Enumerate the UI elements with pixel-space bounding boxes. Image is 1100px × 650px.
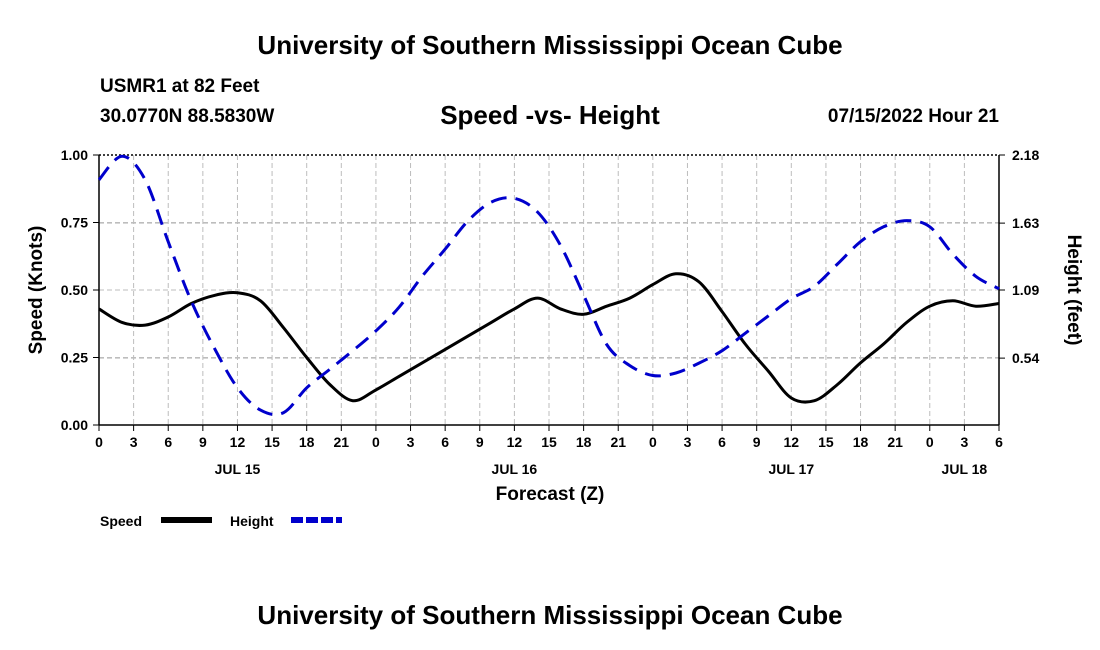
x-tick-label: 15 — [264, 434, 280, 450]
x-tick-label: 9 — [753, 434, 761, 450]
x-tick-label: 0 — [926, 434, 934, 450]
legend-label-height: Height — [230, 513, 274, 529]
y2-axis-title: Height (feet) — [1063, 235, 1084, 346]
x-tick-label: 15 — [818, 434, 834, 450]
x-tick-label: 0 — [95, 434, 103, 450]
x-axis-title: Forecast (Z) — [496, 484, 605, 505]
x-tick-label: 6 — [995, 434, 1003, 450]
x-tick-label: 12 — [507, 434, 523, 450]
y2-tick-label: 1.63 — [1012, 215, 1039, 231]
y2-tick-label: 2.18 — [1012, 147, 1039, 163]
date-label: JUL 16 — [492, 461, 538, 477]
x-tick-label: 21 — [610, 434, 626, 450]
station-label: USMR1 at 82 Feet — [100, 76, 260, 97]
x-tick-label: 12 — [230, 434, 246, 450]
x-tick-label: 18 — [576, 434, 592, 450]
y2-tick-label: 0.54 — [1012, 350, 1039, 366]
y-tick-label: 1.00 — [61, 147, 88, 163]
x-tick-label: 0 — [649, 434, 657, 450]
x-tick-label: 12 — [784, 434, 800, 450]
series-line-speed — [98, 272, 1000, 404]
x-tick-label: 18 — [853, 434, 869, 450]
footer-title: University of Southern Mississippi Ocean… — [257, 600, 843, 630]
coordinates-label: 30.0770N 88.5830W — [100, 106, 275, 127]
x-tick-label: 3 — [960, 434, 968, 450]
x-tick-label: 3 — [130, 434, 138, 450]
series-line-height — [97, 154, 1000, 417]
chart-subtitle: Speed -vs- Height — [440, 100, 660, 130]
y-tick-label: 0.00 — [61, 417, 88, 433]
chart-title: University of Southern Mississippi Ocean… — [257, 30, 843, 60]
x-tick-label: 6 — [718, 434, 726, 450]
x-tick-label: 15 — [541, 434, 557, 450]
datetime-label: 07/15/2022 Hour 21 — [827, 106, 999, 127]
x-tick-label: 21 — [887, 434, 903, 450]
x-tick-label: 3 — [684, 434, 692, 450]
date-label: JUL 17 — [768, 461, 814, 477]
y-tick-label: 0.75 — [61, 215, 88, 231]
x-tick-label: 6 — [441, 434, 449, 450]
y-axis-title: Speed (Knots) — [26, 226, 47, 355]
x-tick-label: 9 — [476, 434, 484, 450]
x-tick-label: 18 — [299, 434, 315, 450]
x-tick-label: 21 — [334, 434, 350, 450]
legend-label-speed: Speed — [100, 513, 142, 529]
date-label: JUL 15 — [215, 461, 261, 477]
date-label: JUL 18 — [942, 461, 988, 477]
x-tick-label: 9 — [199, 434, 207, 450]
y2-tick-label: 1.09 — [1012, 282, 1039, 298]
x-tick-label: 6 — [164, 434, 172, 450]
x-tick-label: 0 — [372, 434, 380, 450]
x-tick-label: 3 — [407, 434, 415, 450]
y-tick-label: 0.50 — [61, 282, 88, 298]
y-tick-label: 0.25 — [61, 350, 88, 366]
